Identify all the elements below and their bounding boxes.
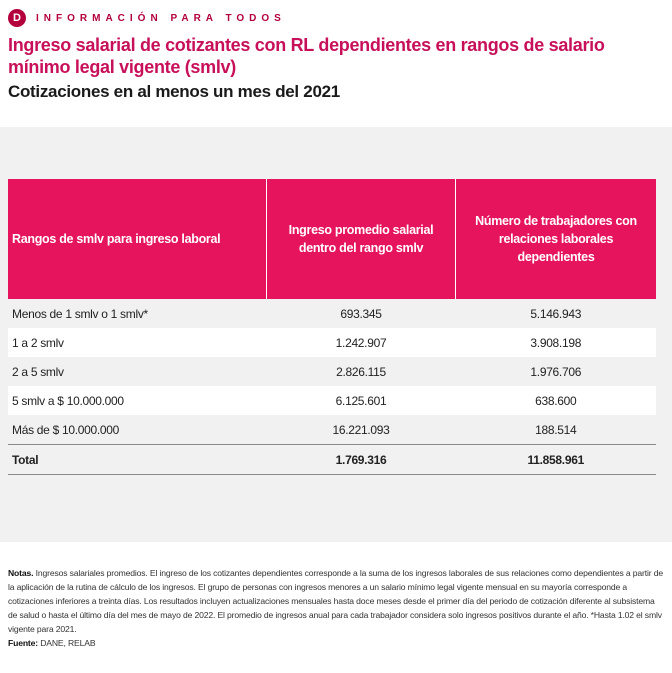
income-cell: 16.221.093 (266, 415, 456, 445)
notes-label: Notas. (8, 568, 34, 578)
header-workers: Número de trabajadores con relaciones la… (455, 179, 656, 299)
salary-table: Rangos de smlv para ingreso laboral Ingr… (8, 179, 656, 475)
dane-logo-icon: D (8, 9, 26, 27)
table-row: Menos de 1 smlv o 1 smlv* 693.345 5.146.… (8, 299, 656, 328)
header-range: Rangos de smlv para ingreso laboral (8, 179, 267, 299)
income-cell: 693.345 (266, 299, 456, 328)
source-line: Fuente: DANE, RELAB (8, 636, 664, 650)
brand-tagline: INFORMACIÓN PARA TODOS (36, 12, 286, 24)
workers-cell: 638.600 (455, 386, 656, 415)
range-cell: Más de $ 10.000.000 (8, 415, 267, 445)
table-row: Más de $ 10.000.000 16.221.093 188.514 (8, 415, 656, 445)
table-header-row: Rangos de smlv para ingreso laboral Ingr… (8, 179, 656, 299)
range-cell: 2 a 5 smlv (8, 357, 267, 386)
source-text: DANE, RELAB (37, 638, 96, 648)
total-row: Total 1.769.316 11.858.961 (8, 444, 656, 475)
notes-paragraph: Notas. Ingresos salariales promedios. El… (8, 566, 664, 636)
workers-cell: 1.976.706 (455, 357, 656, 386)
notes: Notas. Ingresos salariales promedios. El… (8, 566, 664, 650)
source-label: Fuente: (8, 638, 38, 648)
income-cell: 1.242.907 (266, 328, 456, 357)
header-income: Ingreso promedio salarial dentro del ran… (266, 179, 456, 299)
table-row: 1 a 2 smlv 1.242.907 3.908.198 (8, 328, 656, 357)
page-title: Ingreso salarial de cotizantes con RL de… (8, 35, 605, 77)
range-cell: Menos de 1 smlv o 1 smlv* (8, 299, 267, 328)
total-workers: 11.858.961 (455, 444, 656, 475)
total-label: Total (8, 444, 267, 475)
table-panel: Rangos de smlv para ingreso laboral Ingr… (0, 127, 672, 542)
table-row: 5 smlv a $ 10.000.000 6.125.601 638.600 (8, 386, 656, 415)
page-subtitle: Cotizaciones en al menos un mes del 2021 (8, 82, 340, 101)
workers-cell: 188.514 (455, 415, 656, 445)
brand-row: D INFORMACIÓN PARA TODOS (8, 8, 664, 28)
income-cell: 6.125.601 (266, 386, 456, 415)
table-row: 2 a 5 smlv 2.826.115 1.976.706 (8, 357, 656, 386)
header: D INFORMACIÓN PARA TODOS Ingreso salaria… (8, 8, 664, 102)
workers-cell: 3.908.198 (455, 328, 656, 357)
workers-cell: 5.146.943 (455, 299, 656, 328)
notes-text: Ingresos salariales promedios. El ingres… (8, 568, 663, 634)
income-cell: 2.826.115 (266, 357, 456, 386)
range-cell: 5 smlv a $ 10.000.000 (8, 386, 267, 415)
range-cell: 1 a 2 smlv (8, 328, 267, 357)
total-income: 1.769.316 (266, 444, 456, 475)
